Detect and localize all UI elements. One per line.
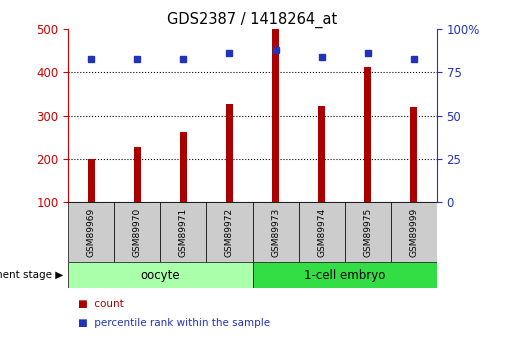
- Bar: [161, 202, 207, 262]
- Bar: [411, 107, 417, 202]
- Bar: [252, 202, 298, 262]
- Bar: [345, 202, 391, 262]
- Bar: [68, 262, 252, 288]
- Text: GSM89970: GSM89970: [133, 207, 142, 257]
- Bar: [68, 202, 114, 262]
- Bar: [114, 202, 161, 262]
- Bar: [318, 106, 325, 202]
- Text: GSM89999: GSM89999: [409, 207, 418, 257]
- Text: ■  percentile rank within the sample: ■ percentile rank within the sample: [78, 318, 270, 327]
- Bar: [226, 104, 233, 202]
- Text: oocyte: oocyte: [140, 269, 180, 282]
- Text: ■  count: ■ count: [78, 299, 124, 308]
- Text: GSM89971: GSM89971: [179, 207, 188, 257]
- Text: GSM89972: GSM89972: [225, 207, 234, 257]
- Bar: [180, 132, 187, 202]
- Text: GSM89973: GSM89973: [271, 207, 280, 257]
- Text: GSM89975: GSM89975: [363, 207, 372, 257]
- Bar: [364, 67, 371, 202]
- Bar: [252, 262, 437, 288]
- Bar: [391, 202, 437, 262]
- Title: GDS2387 / 1418264_at: GDS2387 / 1418264_at: [167, 12, 338, 28]
- Bar: [134, 147, 141, 202]
- Text: 1-cell embryo: 1-cell embryo: [304, 269, 385, 282]
- Text: development stage ▶: development stage ▶: [0, 270, 63, 280]
- Bar: [272, 29, 279, 202]
- Bar: [207, 202, 252, 262]
- Bar: [88, 159, 94, 202]
- Text: GSM89969: GSM89969: [87, 207, 96, 257]
- Text: GSM89974: GSM89974: [317, 207, 326, 257]
- Bar: [298, 202, 345, 262]
